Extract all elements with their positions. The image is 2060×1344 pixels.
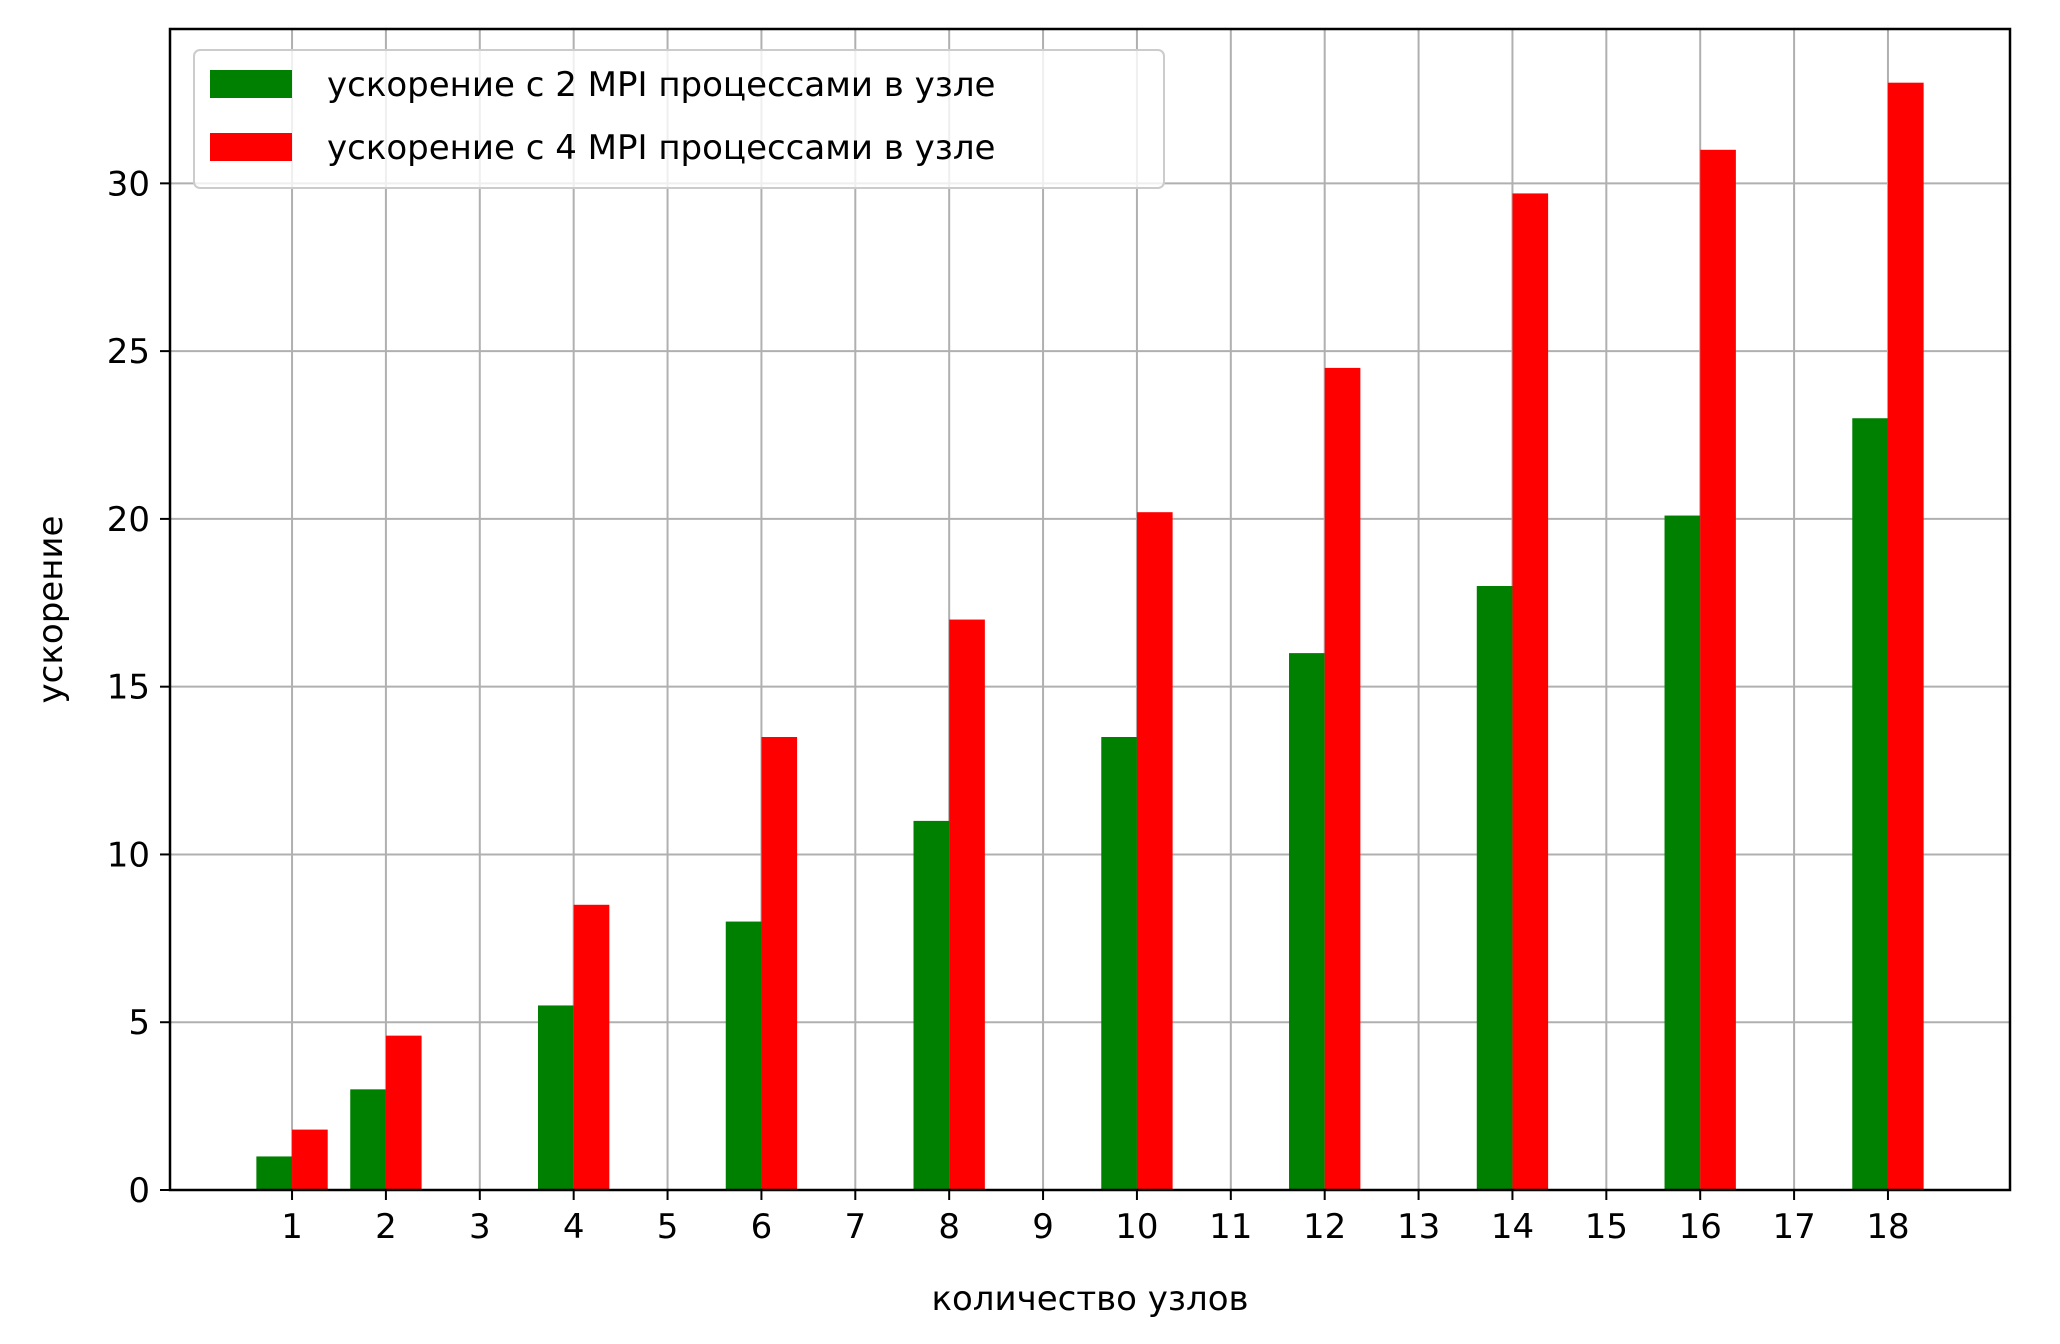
bar xyxy=(256,1156,293,1190)
x-tick-label: 5 xyxy=(657,1207,679,1247)
legend-label-2-mpi: ускорение с 2 MPI процессами в узле xyxy=(327,65,995,105)
plot-frame xyxy=(168,27,2012,1192)
bar xyxy=(538,1005,574,1190)
y-tick-label: 10 xyxy=(107,835,150,875)
y-tick-label: 25 xyxy=(107,332,150,372)
bar xyxy=(350,1089,386,1190)
legend-swatch-2-mpi xyxy=(210,70,292,98)
y-tick-label: 20 xyxy=(107,500,150,540)
bar xyxy=(1476,586,1513,1190)
x-tick-label: 15 xyxy=(1585,1207,1628,1247)
x-tick-label: 10 xyxy=(1115,1207,1158,1247)
bar xyxy=(949,619,985,1190)
x-tick-label: 1 xyxy=(281,1207,303,1247)
bar xyxy=(725,921,762,1190)
y-tick-label: 15 xyxy=(107,668,150,708)
legend-label-4-mpi: ускорение с 4 MPI процессами в узле xyxy=(327,128,995,168)
y-tick-label: 5 xyxy=(128,1003,150,1043)
x-tick-label: 8 xyxy=(938,1207,960,1247)
bars xyxy=(256,82,1924,1191)
y-axis-label: ускорение xyxy=(31,516,71,704)
y-tick-label: 30 xyxy=(107,164,150,204)
bar xyxy=(913,820,950,1190)
bar xyxy=(1324,367,1361,1190)
x-tick-label: 7 xyxy=(844,1207,866,1247)
x-tick-label: 18 xyxy=(1866,1207,1909,1247)
legend: ускорение с 2 MPI процессами в узле уско… xyxy=(193,49,1165,189)
x-tick-label: 2 xyxy=(375,1207,397,1247)
x-tick-label: 6 xyxy=(751,1207,773,1247)
x-tick-label: 13 xyxy=(1397,1207,1440,1247)
legend-box xyxy=(193,49,1165,189)
bar xyxy=(385,1035,422,1190)
x-tick-label: 9 xyxy=(1032,1207,1054,1247)
legend-swatch-4-mpi xyxy=(210,133,292,161)
x-tick-label: 4 xyxy=(563,1207,585,1247)
bar xyxy=(1664,515,1701,1190)
y-tick-label: 0 xyxy=(128,1171,150,1211)
bar xyxy=(1887,82,1924,1190)
x-tick-label: 3 xyxy=(469,1207,491,1247)
bar xyxy=(573,904,610,1190)
x-tick-label: 11 xyxy=(1209,1207,1252,1247)
bar xyxy=(1289,653,1325,1190)
bar xyxy=(1101,737,1137,1190)
bar xyxy=(292,1129,328,1190)
x-tick-label: 14 xyxy=(1491,1207,1534,1247)
x-axis-label: количество узлов xyxy=(931,1279,1248,1319)
x-tick-label: 16 xyxy=(1679,1207,1722,1247)
bar xyxy=(1852,418,1888,1190)
bar xyxy=(761,737,798,1190)
bar xyxy=(1512,193,1549,1191)
x-tick-label: 12 xyxy=(1303,1207,1346,1247)
x-tick-label: 17 xyxy=(1772,1207,1815,1247)
bar xyxy=(1700,149,1736,1190)
bar xyxy=(1136,512,1173,1190)
